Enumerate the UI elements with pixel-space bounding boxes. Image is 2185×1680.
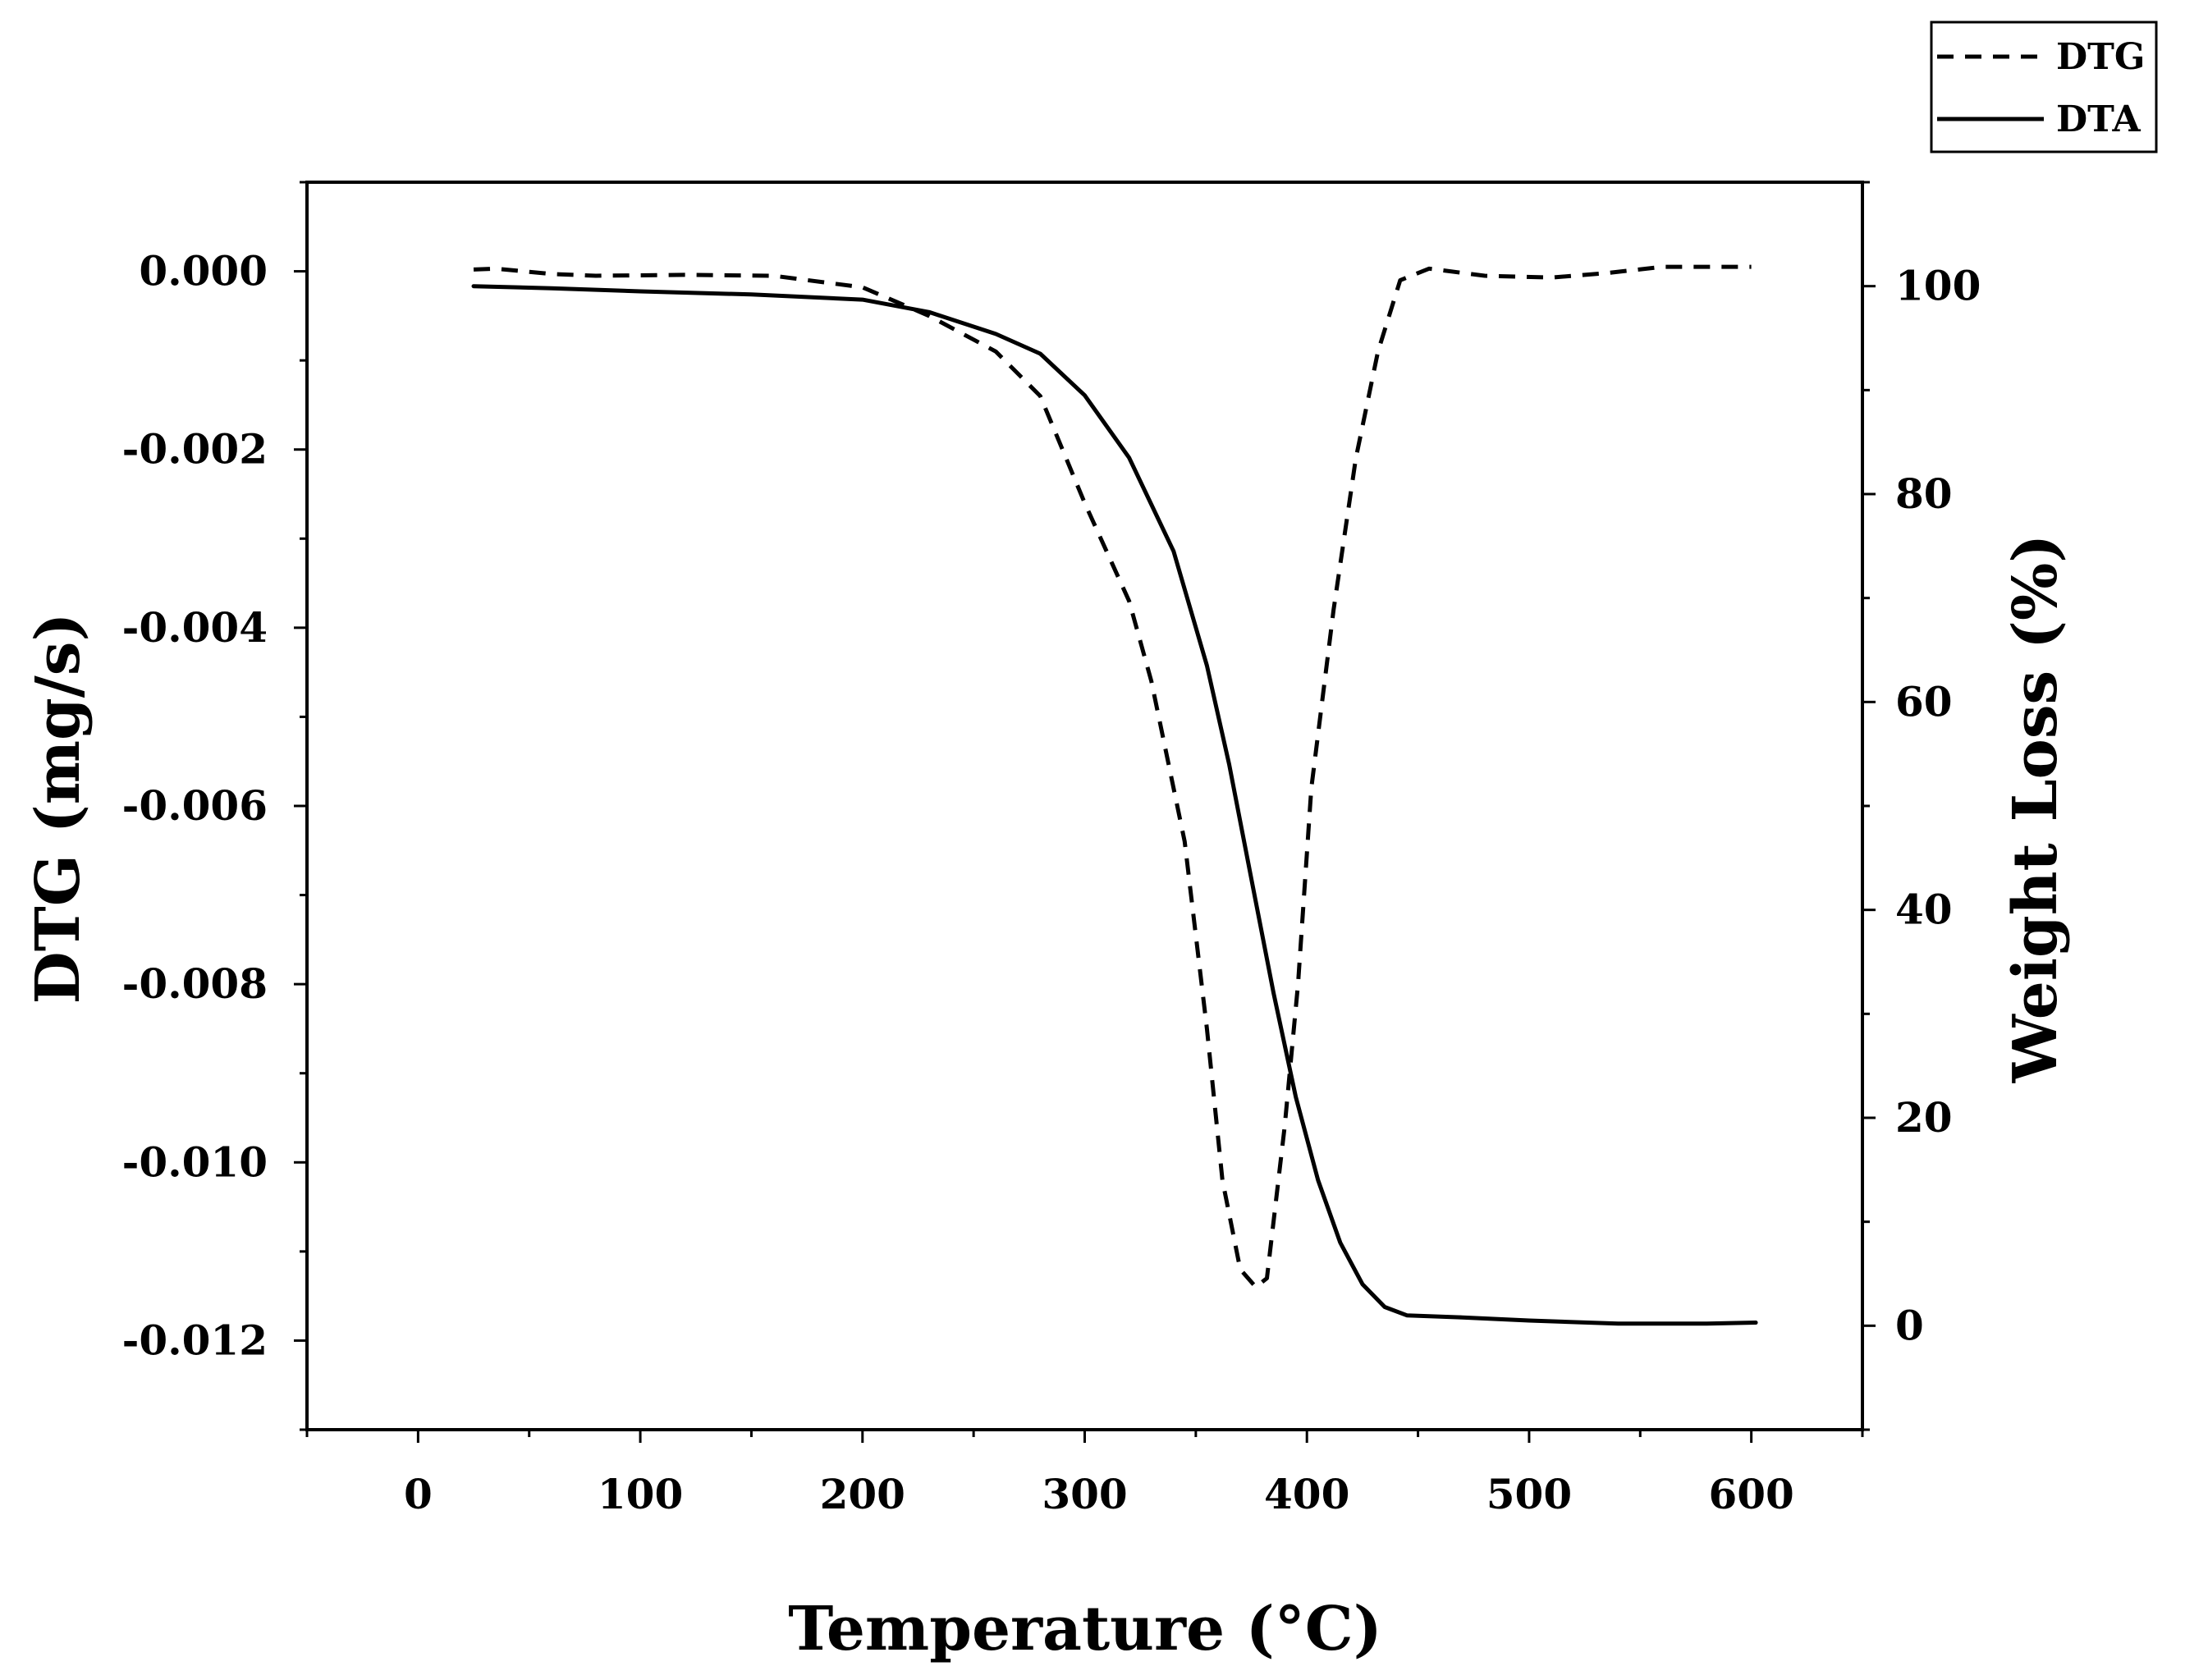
y-left-tick-label: -0.006 [122, 781, 268, 830]
y-left-tick-label: -0.002 [122, 425, 268, 474]
y-right-tick-label: 0 [1895, 1301, 1924, 1349]
ticks-layer: 0 100 200 300 400 500 6000.000-0.002-0.004-0.0… [122, 181, 1981, 1518]
legend-label-dta: DTA [2056, 98, 2141, 140]
x-tick-label: 0 [404, 1470, 433, 1518]
y-left-tick-label: -0.010 [122, 1138, 268, 1186]
series-line-dtg [473, 264, 1752, 1289]
y-right-axis-title: Weight Loss (%) [2000, 534, 2071, 1084]
y-right-tick-label: 100 [1895, 262, 1981, 310]
y-left-axis-title: DTG (mg/s) [23, 613, 94, 1005]
y-left-tick-label: -0.004 [122, 603, 268, 652]
x-tick-label: 500 [1486, 1470, 1572, 1518]
y-right-tick-label: 80 [1895, 469, 1953, 518]
x-axis-title: Temperature (°C) [788, 1594, 1381, 1664]
x-tick-label: 300 [1042, 1470, 1127, 1518]
legend-box [1930, 21, 2158, 153]
legend-label-dtg: DTG [2056, 36, 2145, 78]
legend: DTG DTA [1930, 21, 2158, 153]
x-tick-label: 200 [820, 1470, 905, 1518]
series-line-dta [471, 284, 1758, 1326]
x-tick-label: 600 [1708, 1470, 1793, 1518]
y-left-tick-label: 0.000 [139, 247, 268, 295]
plot-frame [305, 181, 1864, 1431]
y-left-tick-label: -0.012 [122, 1316, 268, 1364]
y-right-tick-label: 40 [1895, 886, 1953, 934]
y-right-tick-label: 20 [1895, 1093, 1953, 1142]
series-layer [471, 264, 1758, 1326]
y-left-tick-label: -0.008 [122, 959, 268, 1008]
y-right-tick-label: 60 [1895, 677, 1953, 726]
x-tick-label: 100 [598, 1470, 683, 1518]
x-tick-label: 400 [1264, 1470, 1349, 1518]
